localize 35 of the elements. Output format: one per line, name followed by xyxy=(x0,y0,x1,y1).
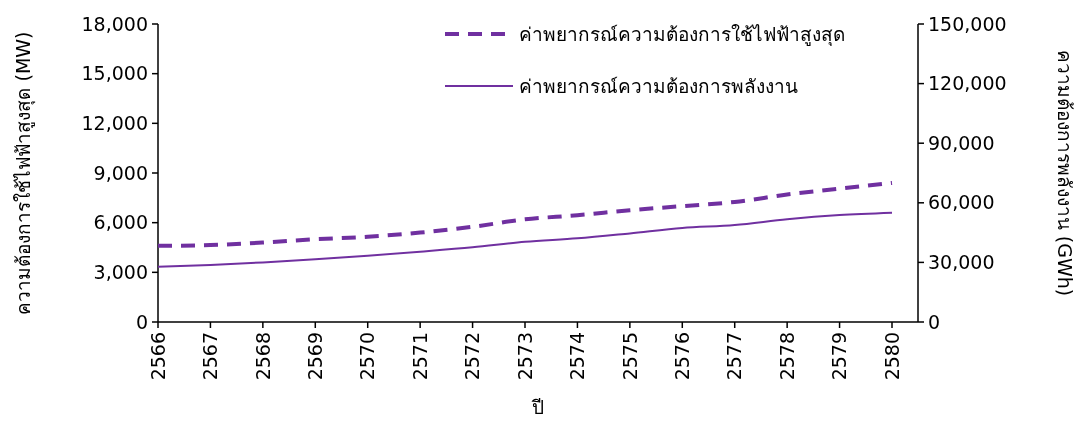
y-tick-label: 15,000 xyxy=(81,62,148,85)
y2-tick-label: 150,000 xyxy=(928,12,1007,35)
x-tick-label: 2574 xyxy=(566,332,589,381)
x-tick-label: 2577 xyxy=(723,332,746,381)
x-tick-label: 2575 xyxy=(618,332,641,381)
line-series xyxy=(157,211,893,268)
x-axis-title: ปี xyxy=(531,396,544,418)
y-tick-label: 3,000 xyxy=(93,260,148,283)
y-tick-label: 18,000 xyxy=(81,12,148,35)
y2-tick-label: 30,000 xyxy=(928,251,995,274)
y-tick-label: 9,000 xyxy=(93,161,148,184)
y2-tick-label: 120,000 xyxy=(928,72,1007,95)
legend-label: ค่าพยากรณ์ความต้องการใช้ไฟฟ้าสูงสุด xyxy=(519,22,845,47)
x-tick-label: 2572 xyxy=(461,332,484,381)
y2-axis-title: ความต้องการพลังงาน (GWh) xyxy=(1054,49,1076,297)
x-tick-label: 2570 xyxy=(356,332,379,381)
x-tick-label: 2571 xyxy=(408,332,431,381)
x-tick-label: 2580 xyxy=(880,332,903,381)
y2-tick-label: 60,000 xyxy=(928,191,995,214)
y-tick-label: 0 xyxy=(135,310,148,333)
y-tick-label: 12,000 xyxy=(81,111,148,134)
y-axis-title: ความต้องการใช้ไฟฟ้าสูงสุด (MW) xyxy=(12,31,36,315)
y2-tick-label: 90,000 xyxy=(928,131,995,154)
x-tick-label: 2569 xyxy=(303,332,326,381)
x-tick-label: 2578 xyxy=(775,332,798,381)
x-tick-label: 2567 xyxy=(199,332,222,381)
x-tick-label: 2573 xyxy=(513,332,536,381)
line-series xyxy=(156,180,894,248)
y2-tick-label: 0 xyxy=(928,310,941,333)
x-tick-label: 2576 xyxy=(670,332,693,381)
x-tick-label: 2566 xyxy=(146,332,169,381)
y-tick-label: 6,000 xyxy=(93,211,148,234)
x-tick-label: 2568 xyxy=(251,332,274,381)
legend-label: ค่าพยากรณ์ความต้องการพลังงาน xyxy=(519,74,798,97)
x-tick-label: 2579 xyxy=(828,332,851,381)
